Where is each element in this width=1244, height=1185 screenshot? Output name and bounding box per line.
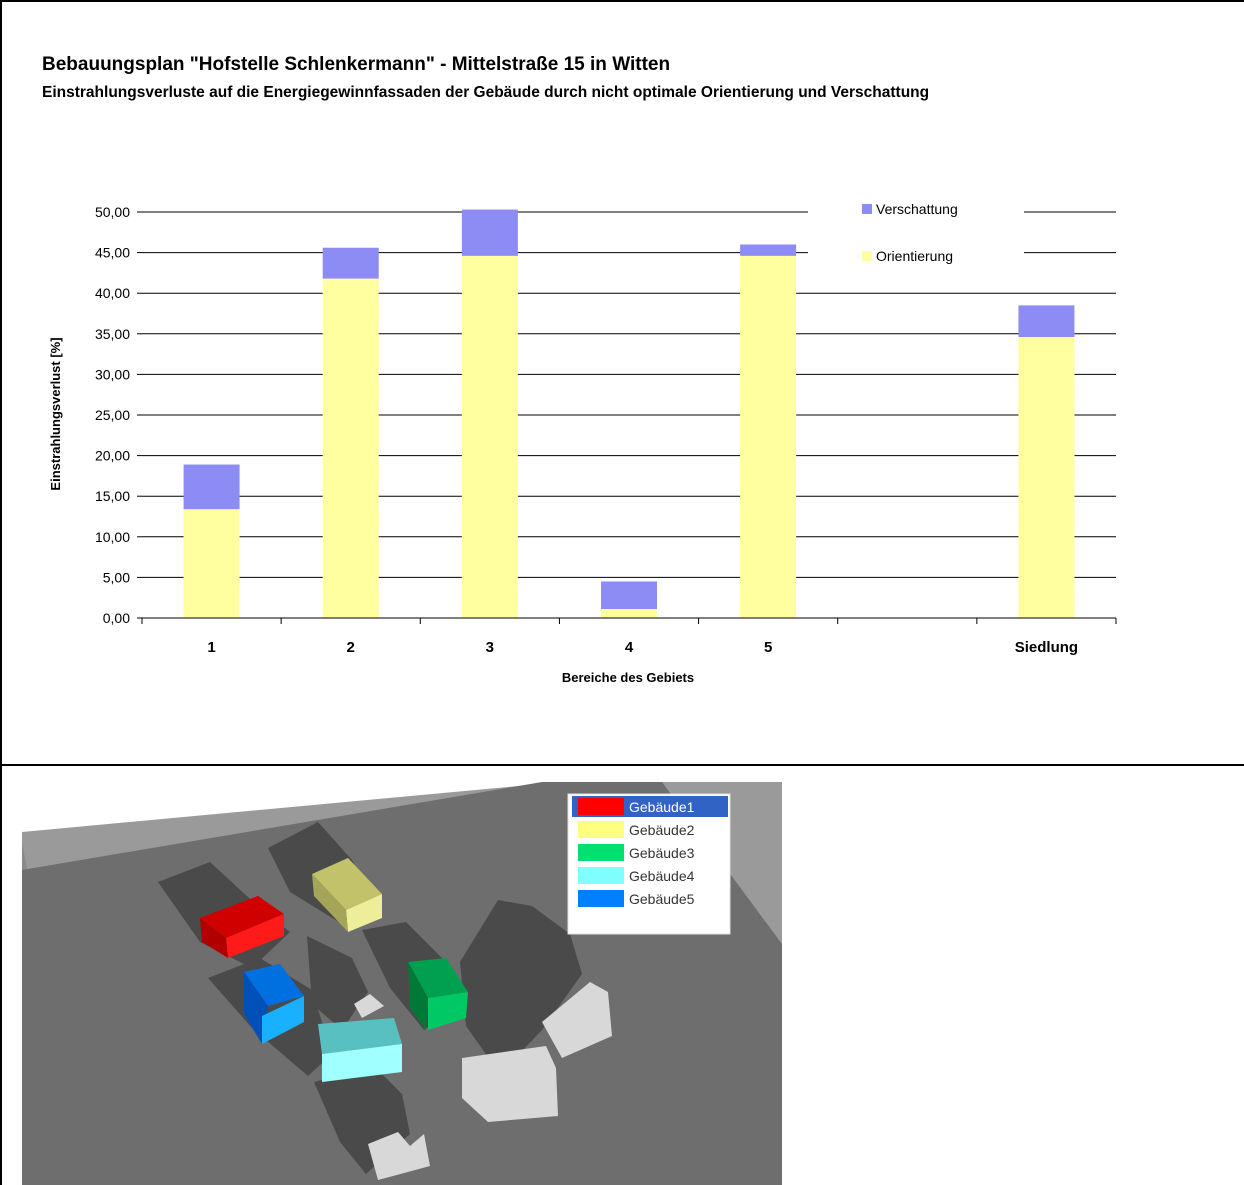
bar-verschattung <box>740 244 797 256</box>
y-tick-label: 25,00 <box>95 407 130 423</box>
y-tick-label: 0,00 <box>103 610 130 626</box>
bar-orientierung <box>461 255 518 618</box>
y-tick-label: 20,00 <box>95 448 130 464</box>
bar-verschattung <box>322 247 379 279</box>
bar-verschattung <box>1018 305 1075 338</box>
y-tick-label: 50,00 <box>95 204 130 220</box>
chart-title: Bebauungsplan "Hofstelle Schlenkermann" … <box>42 54 671 75</box>
x-tick-label: 5 <box>764 639 772 656</box>
building-5 <box>244 964 304 1044</box>
y-tick-label: 5,00 <box>103 569 130 585</box>
bar-orientierung <box>740 255 797 618</box>
y-tick-label: 15,00 <box>95 488 130 504</box>
legend-label: Verschattung <box>876 201 958 217</box>
legend-swatch <box>862 251 872 261</box>
legend-swatch <box>862 204 872 214</box>
building-legend: Gebäude1 Gebäude2 Gebäude3 Gebäude4 Gebäude5 <box>567 793 731 935</box>
building-legend-swatch <box>578 821 624 838</box>
bar-orientierung <box>1018 337 1075 618</box>
building-legend-label: Gebäude2 <box>629 822 695 838</box>
x-tick-label: 1 <box>207 639 215 656</box>
y-axis-title: Einstrahlungsverlust [%] <box>48 337 63 490</box>
x-axis-title: Bereiche des Gebiets <box>562 670 694 685</box>
x-tick-label: Siedlung <box>1015 639 1078 656</box>
y-tick-label: 10,00 <box>95 529 130 545</box>
building-legend-label: Gebäude4 <box>629 868 695 884</box>
y-tick-label: 30,00 <box>95 366 130 382</box>
building-legend-box <box>567 793 731 935</box>
bar-chart: 0,00 5,00 10,00 15,00 20,00 25,00 30,00 35,00 40… <box>48 201 1117 685</box>
neighbor-buildings <box>354 982 612 1180</box>
chart-subtitle: Einstrahlungsverluste auf die Energiegew… <box>42 84 930 101</box>
x-tick-label: 2 <box>347 639 355 656</box>
y-tick-label: 35,00 <box>95 326 130 342</box>
building-legend-swatch <box>578 844 624 861</box>
y-tick-label: 45,00 <box>95 245 130 261</box>
bar-orientierung <box>601 609 657 618</box>
building-legend-label: Gebäude3 <box>629 845 695 861</box>
3d-building-scene: Gebäude1 Gebäude2 Gebäude3 Gebäude4 Gebäude5 <box>22 782 782 1185</box>
x-tick-label: 4 <box>625 639 634 656</box>
bar-orientierung <box>183 509 240 618</box>
building-2 <box>312 858 382 932</box>
building-legend-label: Gebäude5 <box>629 891 695 907</box>
bar-orientierung <box>322 278 379 618</box>
building-4 <box>318 1018 402 1082</box>
bar-verschattung <box>601 581 657 610</box>
section-divider <box>0 764 1244 766</box>
bar-verschattung <box>183 464 240 510</box>
x-tick-label: 3 <box>486 639 494 656</box>
y-tick-label: 40,00 <box>95 285 130 301</box>
building-legend-swatch <box>578 867 624 884</box>
bar-verschattung <box>461 209 518 256</box>
building-legend-swatch <box>578 798 624 815</box>
building-1 <box>200 896 284 958</box>
legend-label: Orientierung <box>876 248 953 264</box>
building-legend-label: Gebäude1 <box>629 799 695 815</box>
building-legend-swatch <box>578 890 624 907</box>
building-3 <box>408 958 468 1030</box>
